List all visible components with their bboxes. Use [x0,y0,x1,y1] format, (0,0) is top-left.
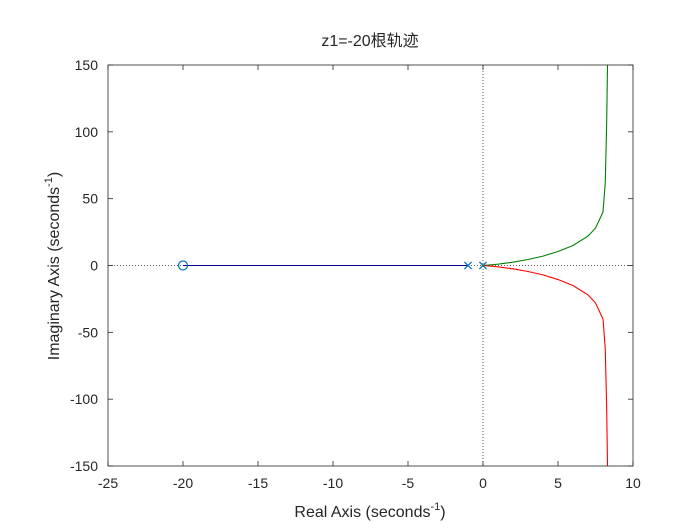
y-axis-title: Imaginary Axis (seconds-1) [43,172,63,361]
x-tick-label: 10 [625,475,641,491]
x-tick-label: 5 [554,475,562,491]
zero-marker-1 [177,260,189,271]
y-axis-title-close: ) [46,172,63,177]
y-tick-label: 0 [90,258,98,274]
x-tick-label: -10 [323,475,343,491]
locus-branch-3 [482,264,609,467]
x-tick-label: 0 [479,475,487,491]
pole-marker-stroke [463,261,473,270]
x-tick-label: -25 [98,475,118,491]
x-axis-title-close: ) [440,504,445,521]
y-tick-label: 50 [82,191,98,207]
pole-marker-stroke [478,261,488,270]
locus-branch-2 [482,64,609,267]
x-tick-label: -5 [402,475,415,491]
y-tick-label: -150 [70,458,98,474]
y-axis-title-superscript: -1 [43,177,55,187]
series-layer [183,64,609,467]
y-axis-title-text: Imaginary Axis (seconds [46,187,63,360]
x-tick-label: -20 [173,475,193,491]
x-axis-title-text: Real Axis (seconds [294,504,430,521]
pole-marker-1 [463,261,473,270]
x-tick-label: -15 [248,475,268,491]
chart-title: z1=-20根轨迹 [321,32,418,50]
y-tick-label: 150 [75,57,99,73]
y-tick-label: -100 [70,391,98,407]
marker-layer [177,260,488,271]
x-axis-title: Real Axis (seconds-1) [294,501,445,521]
x-axis-title-superscript: -1 [430,501,440,513]
pole-marker-2 [478,261,488,270]
y-tick-label: 100 [75,124,99,140]
y-tick-label: -50 [78,324,98,340]
